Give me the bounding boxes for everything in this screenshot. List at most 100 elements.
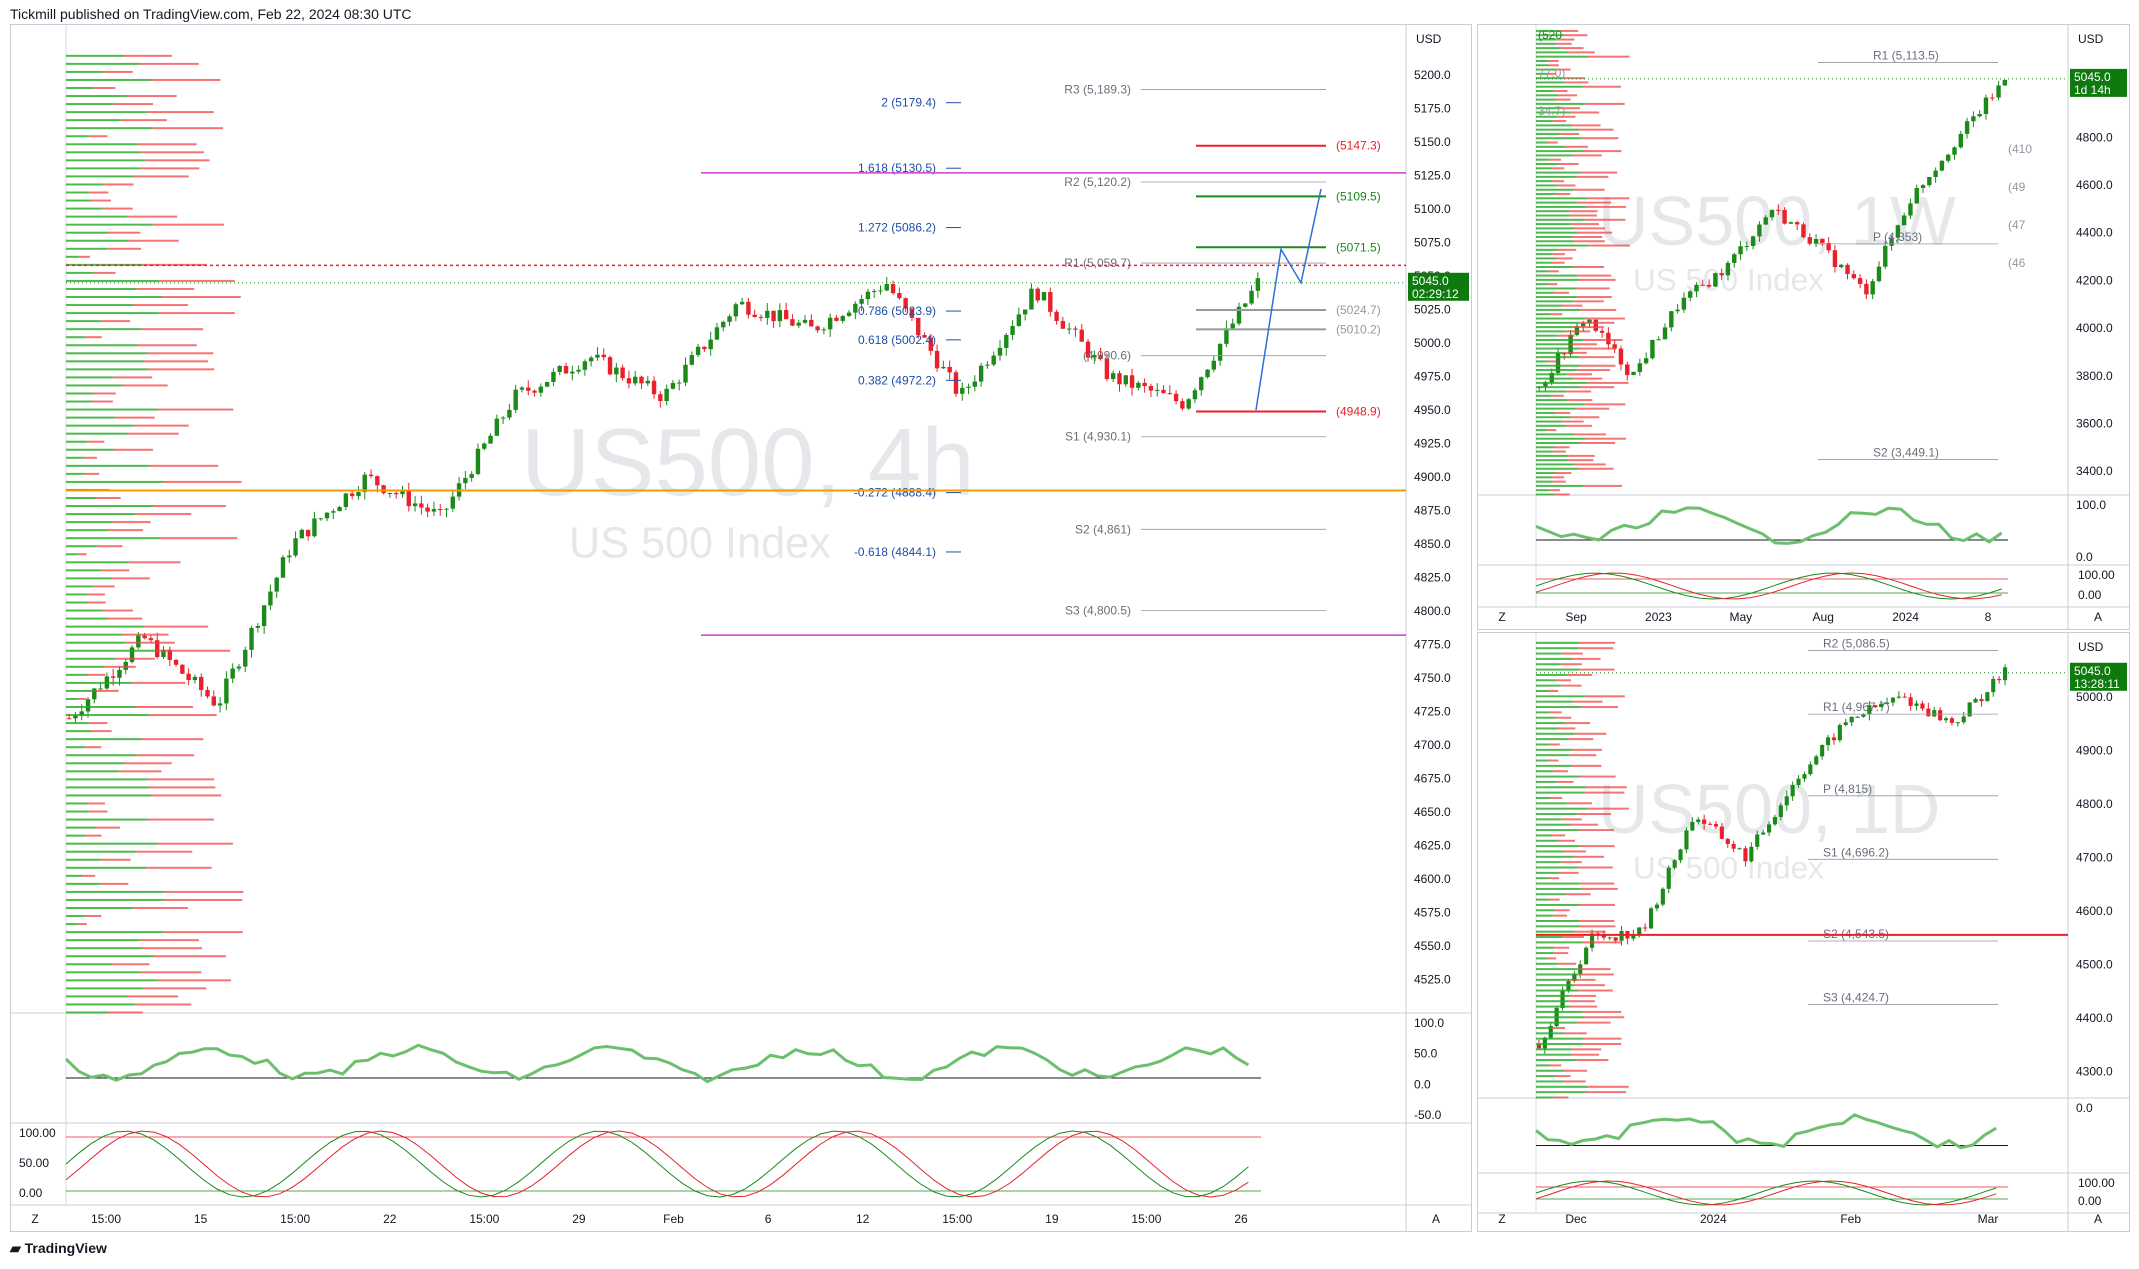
volume-profile-bar-down [1574, 463, 1606, 466]
volume-profile-bar-up [66, 255, 80, 258]
volume-profile-bar-up [1536, 317, 1585, 320]
volume-profile-bar-down [1559, 162, 1579, 165]
last-price-value: 5045.0 [2074, 70, 2111, 84]
time-tick-label: 15 [194, 1212, 208, 1226]
volume-profile-bar-up [1536, 364, 1580, 367]
volume-profile-bar-down [1581, 137, 1619, 140]
candle-body [1224, 328, 1229, 344]
countdown-value: 02:29:12 [1412, 287, 1459, 301]
volume-profile-bar-up [1536, 158, 1550, 161]
volume-profile-bar-down [100, 882, 129, 885]
volume-profile-bar-down [163, 890, 244, 893]
time-tick-label: 29 [572, 1212, 586, 1226]
volume-profile-bar-down [1566, 373, 1592, 376]
volume-profile-bar-down [156, 649, 231, 652]
candle-body [507, 409, 512, 418]
price-tick-label: 4750.0 [1414, 671, 1451, 685]
volume-profile-bar-up [1536, 957, 1548, 960]
candle-body [859, 299, 864, 304]
volume-profile-bar-up [1536, 489, 1550, 492]
candle-body [651, 380, 657, 395]
volume-profile-bar-down [133, 175, 189, 178]
candle-body [482, 443, 487, 449]
candle-body [1964, 121, 1970, 134]
volume-profile-bar-down [106, 231, 141, 234]
volume-profile-bar-up [66, 625, 145, 628]
candle-body [821, 329, 827, 331]
candle-body [1983, 97, 1989, 115]
chart-panel-1d[interactable]: US500, 1D US 500 Index USD 4300.0 4400.0 4500… [1477, 632, 2130, 1232]
volume-profile-bar-up [1536, 925, 1580, 928]
volume-profile-bar-up [1536, 845, 1580, 848]
volume-profile-bar-up [66, 842, 158, 845]
volume-profile-bar-up [66, 215, 128, 218]
volume-profile-bar-down [156, 979, 232, 982]
volume-profile-bar-down [1557, 184, 1576, 187]
candle-body [1864, 283, 1869, 295]
volume-profile-bar-up [1536, 652, 1562, 655]
volume-profile-bar-up [66, 834, 86, 837]
candle-body [588, 357, 594, 362]
volume-profile-bar-up [66, 955, 154, 958]
candle-body [1690, 821, 1695, 831]
volume-profile-bar-down [1575, 1059, 1609, 1062]
volume-profile-bar-up [1536, 313, 1551, 316]
candle-body [274, 577, 279, 592]
fib-level-label: -0.618 (4844.1) [854, 545, 936, 559]
volume-profile-bar-up [1536, 796, 1551, 799]
volume-profile-bar-down [95, 826, 120, 829]
chart-panel-4h[interactable]: US500, 4h US 500 Index USD 4525.0 4550.0 4575… [10, 24, 1472, 1232]
pivot-label: R1 (5,113.5) [1873, 49, 1939, 63]
rsi-tick-label: 0.0 [2076, 550, 2093, 564]
volume-profile-bar-up [1536, 807, 1588, 810]
candle-body [1784, 796, 1789, 806]
volume-profile-bar-down [1550, 313, 1563, 316]
candle-body [1883, 245, 1888, 267]
price-tick-label: 4800.0 [2076, 797, 2113, 811]
candle-body [796, 322, 801, 326]
candle-body [494, 418, 500, 436]
volume-profile-bar-down [1551, 180, 1565, 183]
volume-profile-bar-up [1536, 107, 1561, 110]
volume-profile-bar-down [1550, 711, 1562, 714]
time-tick-label: 12 [856, 1212, 870, 1226]
candle-body [702, 346, 707, 350]
volume-profile-bar-down [158, 408, 234, 411]
chart-panel-1w[interactable]: US500, 1W US 500 Index USD 3400.0 3600.0 3800… [1477, 24, 2130, 630]
volume-profile-bar-down [1550, 796, 1563, 799]
candle-body [305, 529, 311, 537]
volume-profile-bar-up [66, 352, 148, 355]
candle-body [381, 485, 386, 494]
volume-profile-bar-up [1536, 235, 1573, 238]
volume-profile-bar-up [1536, 150, 1583, 153]
volume-profile-bar-up [1536, 420, 1563, 423]
candle-body [1543, 382, 1548, 387]
volume-profile-bar-up [1536, 55, 1588, 58]
volume-profile-bar-up [1536, 283, 1548, 286]
volume-profile-bar-down [77, 923, 87, 926]
volume-profile-bar-down [1554, 493, 1570, 496]
volume-profile-bar-up [1536, 373, 1567, 376]
partial-level-label: (410 [2008, 142, 2032, 156]
candle-body [129, 647, 135, 662]
volume-profile-bar-down [1547, 283, 1558, 286]
volume-profile-bar-down [1585, 786, 1627, 789]
rsi-line [1535, 506, 2003, 545]
volume-profile-bar-down [1578, 386, 1615, 389]
time-tick-label: May [1729, 610, 1752, 624]
volume-profile-bar-down [101, 858, 131, 861]
tradingview-logo[interactable]: ▰ TradingView [10, 1240, 107, 1256]
volume-profile-bar-up [1536, 743, 1550, 746]
projection-arrow [1255, 188, 1322, 411]
volume-profile-bar-down [1552, 120, 1567, 123]
candle-body [1136, 382, 1141, 388]
volume-profile-bar-up [1536, 124, 1572, 127]
candle-body [66, 718, 72, 720]
pivot-label: S2 (3,449.1) [1873, 445, 1939, 459]
volume-profile-bar-down [102, 609, 133, 612]
volume-profile-bar-up [1536, 132, 1560, 135]
stoch-d-line [1535, 572, 2002, 600]
